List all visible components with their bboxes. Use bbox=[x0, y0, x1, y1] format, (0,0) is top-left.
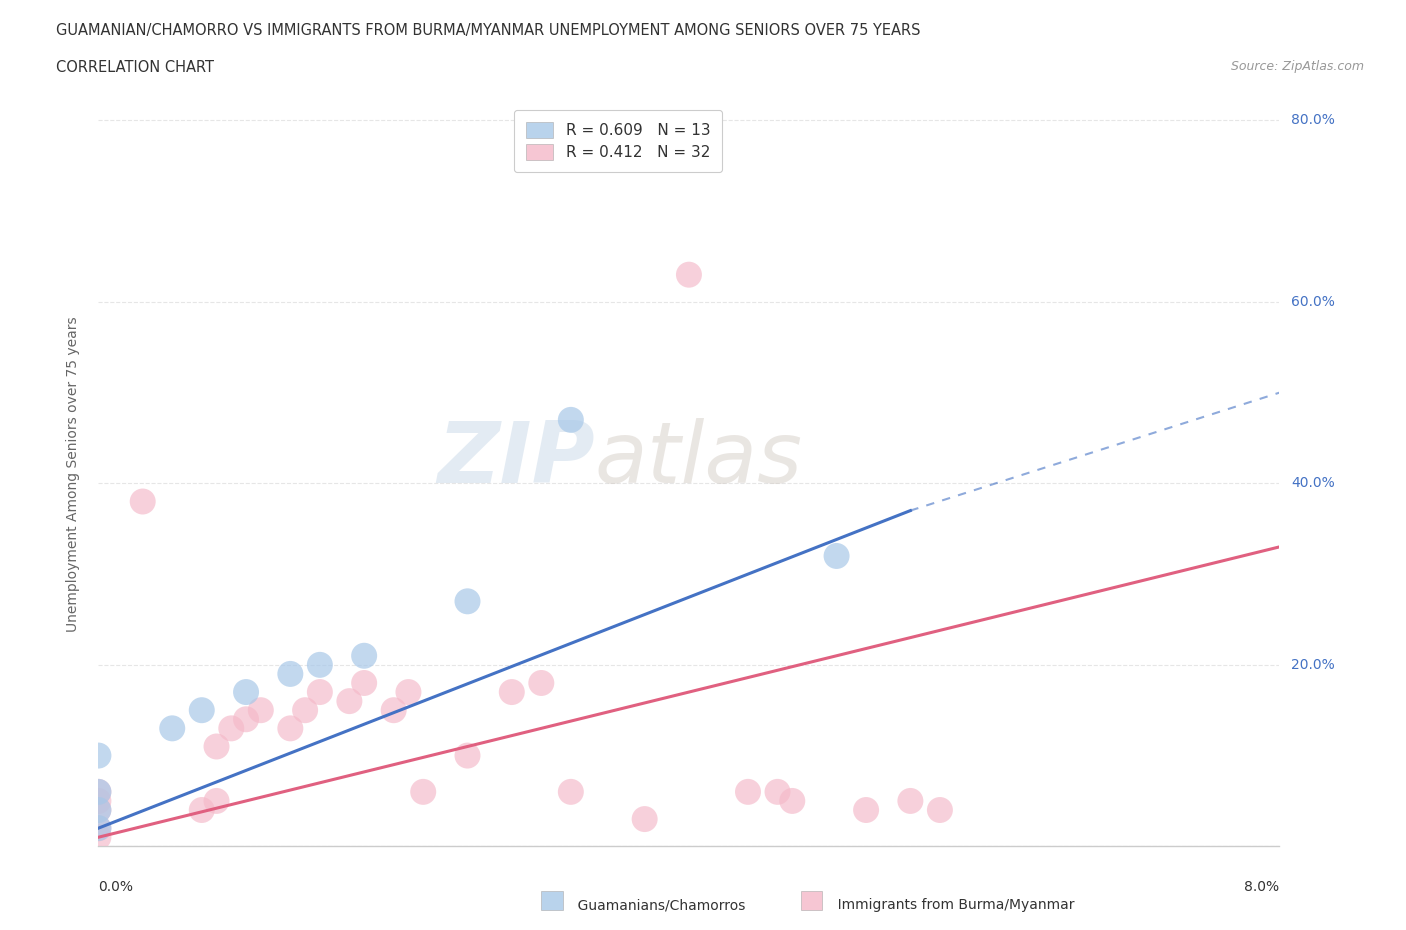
Text: ZIP: ZIP bbox=[437, 418, 595, 501]
Legend: R = 0.609   N = 13, R = 0.412   N = 32: R = 0.609 N = 13, R = 0.412 N = 32 bbox=[513, 110, 723, 172]
Point bbox=[87, 803, 110, 817]
Point bbox=[396, 684, 419, 699]
Point bbox=[87, 820, 110, 835]
Point bbox=[353, 648, 375, 663]
Text: atlas: atlas bbox=[595, 418, 803, 501]
Point bbox=[456, 748, 478, 763]
Point bbox=[412, 784, 434, 799]
Point bbox=[87, 830, 110, 844]
Point bbox=[456, 594, 478, 609]
Point bbox=[766, 784, 789, 799]
Point bbox=[87, 784, 110, 799]
Point bbox=[294, 703, 316, 718]
Point bbox=[825, 549, 848, 564]
Point bbox=[278, 667, 301, 682]
Text: CORRELATION CHART: CORRELATION CHART bbox=[56, 60, 214, 75]
Text: GUAMANIAN/CHAMORRO VS IMMIGRANTS FROM BURMA/MYANMAR UNEMPLOYMENT AMONG SENIORS O: GUAMANIAN/CHAMORRO VS IMMIGRANTS FROM BU… bbox=[56, 23, 921, 38]
Point bbox=[235, 711, 257, 726]
Text: 40.0%: 40.0% bbox=[1291, 476, 1336, 490]
Bar bbox=[541, 891, 562, 910]
Point bbox=[737, 784, 759, 799]
Point bbox=[205, 793, 228, 808]
Point bbox=[87, 784, 110, 799]
Text: 80.0%: 80.0% bbox=[1291, 113, 1336, 127]
Point bbox=[353, 675, 375, 690]
Point bbox=[382, 703, 405, 718]
Point bbox=[205, 739, 228, 754]
Point bbox=[560, 412, 582, 427]
Text: 8.0%: 8.0% bbox=[1244, 880, 1279, 894]
Point bbox=[337, 694, 360, 709]
Point bbox=[501, 684, 523, 699]
Point bbox=[191, 803, 214, 817]
Text: 20.0%: 20.0% bbox=[1291, 658, 1336, 671]
Point bbox=[162, 721, 183, 736]
Bar bbox=[801, 891, 823, 910]
Point bbox=[235, 684, 257, 699]
Point bbox=[132, 494, 155, 509]
Text: Guamanians/Chamorros: Guamanians/Chamorros bbox=[547, 898, 745, 912]
Point bbox=[855, 803, 877, 817]
Point bbox=[560, 784, 582, 799]
Text: 60.0%: 60.0% bbox=[1291, 295, 1336, 309]
Point bbox=[633, 812, 655, 827]
Y-axis label: Unemployment Among Seniors over 75 years: Unemployment Among Seniors over 75 years bbox=[66, 316, 80, 632]
Point bbox=[308, 658, 332, 672]
Point bbox=[219, 721, 242, 736]
Point bbox=[898, 793, 921, 808]
Point bbox=[87, 820, 110, 835]
Point bbox=[530, 675, 553, 690]
Point bbox=[87, 803, 110, 817]
Point bbox=[278, 721, 301, 736]
Point bbox=[250, 703, 273, 718]
Point bbox=[191, 703, 214, 718]
Point bbox=[678, 267, 700, 282]
Point bbox=[87, 748, 110, 763]
Text: Immigrants from Burma/Myanmar: Immigrants from Burma/Myanmar bbox=[807, 898, 1074, 912]
Point bbox=[87, 793, 110, 808]
Text: 0.0%: 0.0% bbox=[98, 880, 134, 894]
Point bbox=[308, 684, 332, 699]
Point bbox=[928, 803, 950, 817]
Text: Source: ZipAtlas.com: Source: ZipAtlas.com bbox=[1230, 60, 1364, 73]
Point bbox=[782, 793, 804, 808]
